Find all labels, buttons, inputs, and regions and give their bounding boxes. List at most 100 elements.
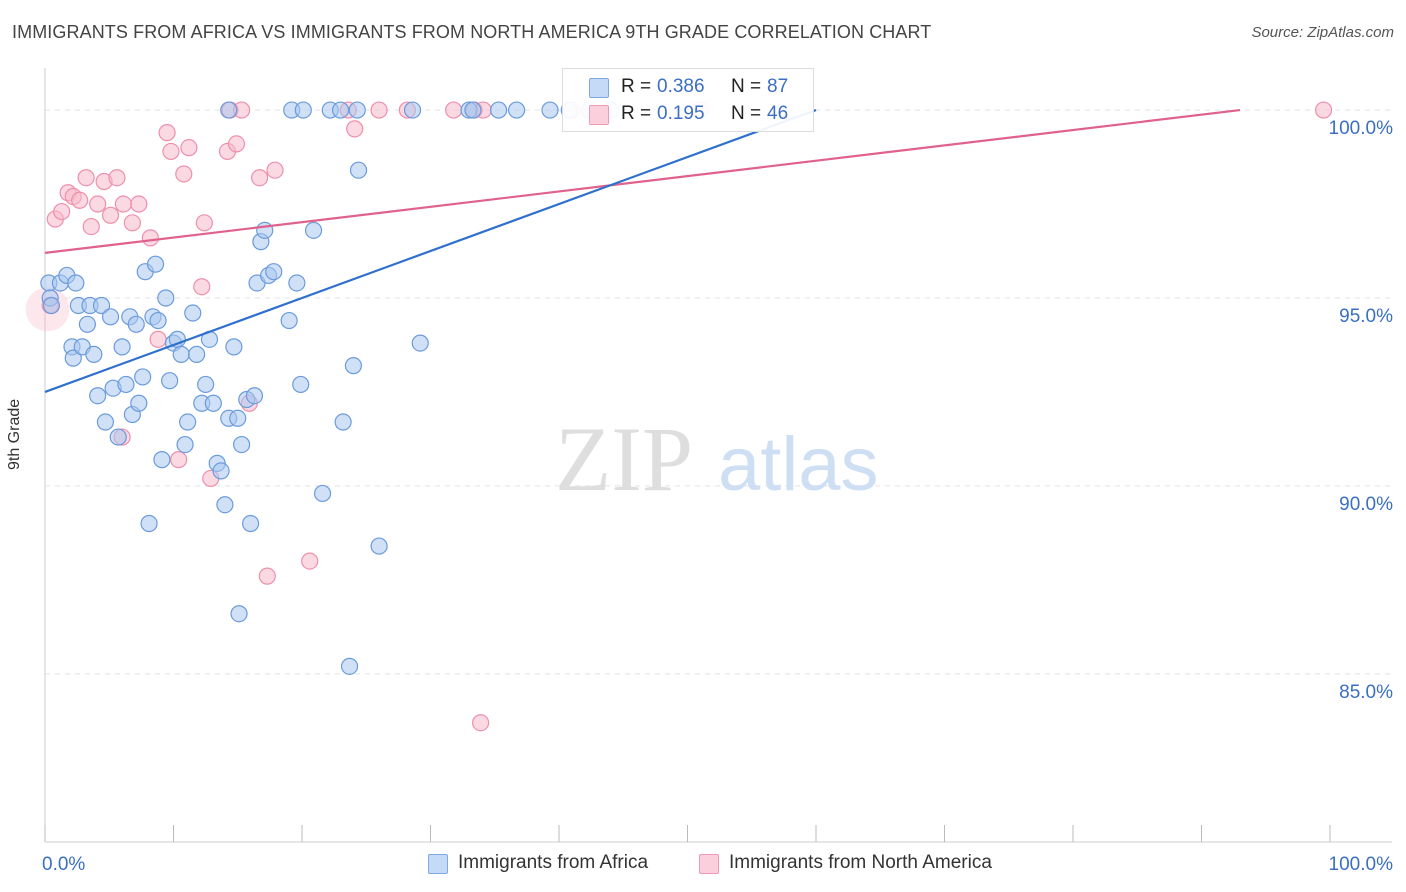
africa-point	[348, 101, 366, 119]
africa-trend-line	[44, 109, 817, 393]
north-america-point	[77, 169, 95, 187]
africa-point	[197, 375, 215, 394]
north-america-point	[101, 206, 120, 224]
africa-point	[242, 514, 260, 533]
north-america-point	[149, 330, 167, 348]
north-america-point	[370, 101, 388, 119]
africa-point	[130, 394, 148, 412]
africa-point	[101, 308, 120, 326]
africa-point	[403, 101, 422, 119]
africa-point	[245, 387, 264, 405]
africa-point	[541, 101, 559, 119]
africa-point	[157, 289, 175, 307]
x-tick-label-min: 0.0%	[42, 854, 85, 875]
north-america-point	[180, 139, 198, 157]
north-america-point	[195, 214, 213, 232]
africa-point	[89, 387, 107, 405]
north-america-point	[108, 169, 126, 187]
source-credit: Source: ZipAtlas.com	[1251, 24, 1394, 41]
north-america-point	[301, 552, 319, 570]
africa-point	[334, 413, 352, 431]
watermark-atlas: atlas	[718, 422, 879, 507]
north-america-point	[266, 161, 284, 179]
north-america-point	[258, 567, 276, 585]
africa-point	[176, 435, 194, 454]
legend-n-value: 87	[767, 76, 789, 97]
africa-point	[153, 451, 171, 469]
y-tick-label: 90.0%	[1339, 494, 1393, 515]
stats-legend: R = 0.386 N = 87 R = 0.195 N = 46	[562, 68, 814, 132]
africa-point	[220, 101, 238, 119]
africa-point	[113, 338, 131, 356]
y-tick-label: 95.0%	[1339, 306, 1393, 327]
africa-point	[67, 274, 85, 292]
africa-point	[109, 428, 127, 446]
north-america-point	[82, 217, 100, 236]
africa-point	[92, 296, 111, 315]
legend-n-label: N =	[731, 76, 762, 97]
africa-point	[349, 161, 368, 179]
chart-title: IMMIGRANTS FROM AFRICA VS IMMIGRANTS FRO…	[12, 22, 932, 42]
africa-point	[280, 311, 298, 330]
africa-point	[146, 255, 165, 273]
legend-n-value: 46	[767, 103, 789, 124]
africa-point	[42, 296, 61, 315]
north-america-point	[89, 195, 107, 213]
x-tick-label-max: 100.0%	[1329, 854, 1394, 875]
africa-point	[288, 274, 306, 292]
africa-point	[188, 345, 206, 363]
africa-point	[331, 101, 350, 119]
north-america-point	[71, 191, 89, 209]
africa-point	[78, 315, 97, 333]
north-america-point	[227, 135, 246, 153]
africa-point	[464, 101, 482, 119]
north-america-point	[250, 169, 269, 187]
africa-point	[64, 349, 82, 367]
africa-point	[411, 334, 429, 352]
north-america-trend-line	[44, 108, 1241, 254]
bottom-legend-label-north-america: Immigrants from North America	[729, 852, 992, 873]
north-america-point	[114, 195, 132, 213]
africa-point	[204, 394, 222, 412]
north-america-point	[130, 195, 148, 213]
y-tick-label: 85.0%	[1339, 682, 1393, 703]
north-america-point	[472, 714, 490, 732]
africa-point	[212, 462, 230, 480]
africa-point	[265, 263, 283, 281]
africa-point	[161, 372, 179, 390]
africa-point	[294, 101, 312, 119]
africa-point	[370, 537, 388, 555]
africa-point	[313, 484, 332, 503]
legend-r-value: 0.386	[657, 76, 705, 97]
africa-point	[229, 409, 247, 427]
africa-point	[117, 375, 135, 394]
bottom-legend-swatch-north-america	[699, 854, 719, 874]
africa-point	[230, 605, 248, 623]
north-america-point	[445, 101, 463, 119]
africa-point	[490, 101, 508, 119]
legend-r-value: 0.195	[657, 103, 705, 124]
africa-point	[292, 375, 310, 394]
north-america-point	[53, 202, 71, 221]
africa-point	[96, 413, 114, 431]
north-america-point	[162, 142, 180, 161]
legend-swatch-africa	[589, 78, 609, 98]
africa-point	[179, 413, 197, 431]
africa-point	[340, 657, 359, 675]
africa-point	[134, 368, 152, 386]
north-america-point	[175, 165, 193, 183]
africa-point	[233, 435, 251, 454]
watermark-zip: ZIP	[555, 408, 693, 510]
africa-point	[85, 345, 103, 363]
y-tick-label: 100.0%	[1329, 118, 1394, 139]
legend-r-label: R =	[621, 76, 652, 97]
africa-point	[256, 221, 274, 239]
africa-point	[216, 496, 234, 514]
legend-n-label: N =	[731, 103, 762, 124]
north-america-point	[346, 120, 364, 138]
bottom-legend-label-africa: Immigrants from Africa	[458, 852, 649, 873]
africa-point	[225, 338, 243, 356]
legend-r-label: R =	[621, 103, 652, 124]
north-america-point	[170, 451, 188, 469]
